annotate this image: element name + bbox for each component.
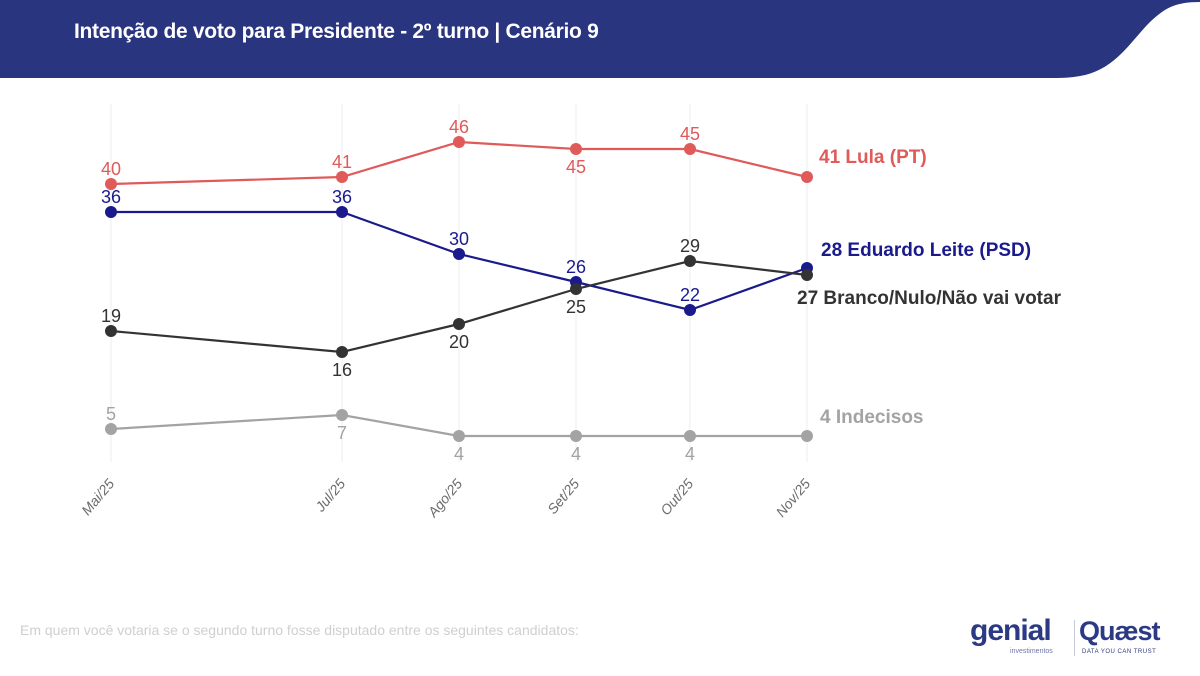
data-label: 22: [680, 285, 700, 305]
data-label: 4: [571, 444, 581, 464]
data-label: 4: [454, 444, 464, 464]
data-label: 19: [101, 306, 121, 326]
data-label: 41: [332, 152, 352, 172]
data-point: [684, 255, 696, 267]
data-label: 5: [106, 404, 116, 424]
data-point: [453, 136, 465, 148]
data-point: [684, 430, 696, 442]
line-chart: 40 41 46 45 45 36 36 30 26 22 19 16 20 25 29 5 7 4 4 4 41 L…: [78, 104, 1062, 521]
data-label: 4: [685, 444, 695, 464]
data-point: [570, 143, 582, 155]
data-label: 29: [680, 236, 700, 256]
data-point: [801, 171, 813, 183]
data-label: 20: [449, 332, 469, 352]
page-title: Intenção de voto para Presidente - 2º tu…: [74, 20, 599, 43]
x-tick-label: Ago/25: [424, 475, 466, 520]
data-point: [105, 178, 117, 190]
data-point: [105, 423, 117, 435]
point-labels: 40 41 46 45 45 36 36 30 26 22 19 16 20 25 29 5 7 4 4 4: [101, 117, 700, 464]
data-point: [336, 409, 348, 421]
footnote: Em quem você votaria se o segundo turno …: [20, 622, 579, 638]
data-point: [570, 430, 582, 442]
data-point: [105, 325, 117, 337]
series-line: [110, 413, 807, 438]
data-label: 16: [332, 360, 352, 380]
quaest-logo: Quæst: [1079, 616, 1161, 646]
logo-divider: [1074, 620, 1075, 656]
genial-logo: genial: [970, 614, 1052, 647]
series-end-label: 28 Eduardo Leite (PSD): [821, 240, 1031, 261]
data-label: 40: [101, 159, 121, 179]
data-label: 25: [566, 297, 586, 317]
series-line: [111, 210, 808, 312]
data-point: [336, 206, 348, 218]
data-point: [684, 143, 696, 155]
x-axis-tick-labels: Mai/25 Jul/25 Ago/25 Set/25 Out/25 Nov/25: [78, 475, 813, 520]
data-point: [570, 283, 582, 295]
data-point: [453, 430, 465, 442]
data-point: [336, 346, 348, 358]
header-band: [0, 0, 1200, 78]
data-point: [684, 304, 696, 316]
x-tick-label: Jul/25: [311, 475, 348, 515]
x-tick-label: Out/25: [657, 475, 696, 518]
header-band-shape: [0, 0, 1200, 78]
quaest-logo-subtitle: DATA YOU CAN TRUST: [1082, 649, 1157, 655]
data-point: [105, 206, 117, 218]
series-line: [110, 259, 808, 354]
gridlines: [110, 104, 808, 462]
series-end-labels: 41 Lula (PT) 28 Eduardo Leite (PSD) 27 Bra…: [797, 147, 1062, 428]
brand-logos: genial investimentos Quæst DATA YOU CAN …: [966, 614, 1176, 660]
data-point: [453, 318, 465, 330]
series-points: [105, 136, 813, 442]
data-label: 30: [449, 229, 469, 249]
series-end-label: 41 Lula (PT): [819, 147, 927, 168]
data-point: [453, 248, 465, 260]
data-point: [801, 269, 813, 281]
series-lines: [110, 140, 808, 438]
data-label: 26: [566, 257, 586, 277]
x-tick-label: Set/25: [544, 475, 582, 516]
data-label: 46: [449, 117, 469, 137]
series-end-label: 27 Branco/Nulo/Não vai votar: [797, 288, 1062, 309]
data-point: [336, 171, 348, 183]
data-point: [801, 430, 813, 442]
series-end-label: 4 Indecisos: [820, 407, 924, 428]
data-label: 45: [566, 157, 586, 177]
x-tick-label: Nov/25: [773, 475, 814, 519]
genial-logo-subtitle: investimentos: [1010, 648, 1053, 655]
series-line: [110, 140, 808, 186]
data-label: 7: [337, 423, 347, 443]
data-label: 36: [101, 187, 121, 207]
x-tick-label: Mai/25: [78, 475, 117, 518]
data-label: 36: [332, 187, 352, 207]
data-label: 45: [680, 124, 700, 144]
